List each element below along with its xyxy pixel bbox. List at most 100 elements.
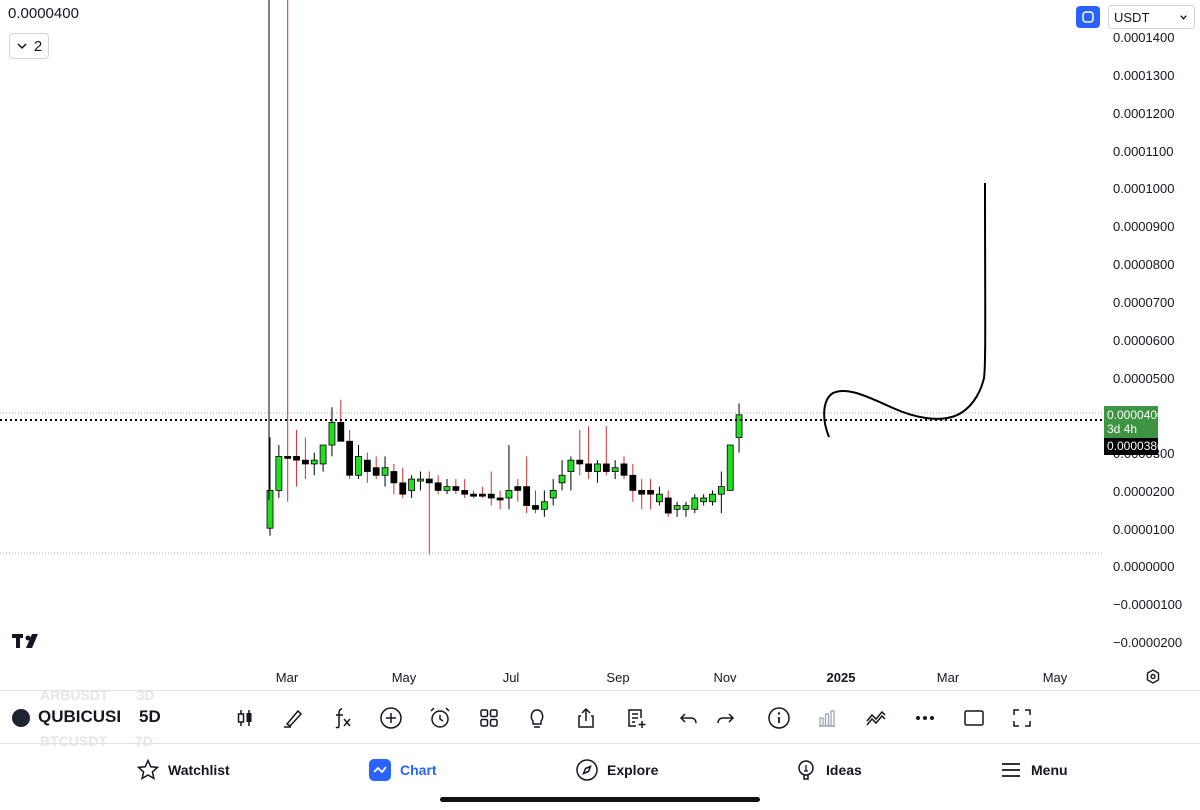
candle-body [585,463,592,472]
candle-body [363,459,371,472]
time-tick-label: Mar [276,670,299,685]
compare-button[interactable] [861,703,891,733]
alert-button[interactable] [425,703,455,733]
compass-icon [576,759,598,781]
price-tick-label: 0.0001400 [1113,30,1174,45]
candle-body [682,505,690,510]
share-button[interactable] [571,703,601,733]
symbol-name[interactable]: QUBICUSDT [38,707,120,726]
drawing-tools-button[interactable] [278,703,308,733]
candle-body [540,501,548,510]
rect-icon [964,710,984,726]
info-icon [768,707,790,729]
candle-body [381,467,389,476]
bottom-nav: Watchlist Chart Explore Ideas Menu [0,748,1200,792]
chart-icon [369,759,391,781]
interval-select[interactable]: 5D [139,707,161,726]
bulb-icon [798,760,814,780]
price-tick-label: 0.0001200 [1113,106,1174,121]
ideas-button[interactable] [522,703,552,733]
watchlist-add-button[interactable] [621,703,651,733]
fx-icon [335,708,351,729]
candle-body [532,505,539,510]
candle-body [487,493,495,499]
indicators-button[interactable] [327,703,357,733]
chart-type-button[interactable] [230,703,260,733]
time-tick-label: 2025 [827,670,856,685]
undo-button[interactable] [673,703,703,733]
more-button[interactable] [910,703,940,733]
list-plus-icon [628,709,646,728]
candle-body [664,497,672,514]
add-button[interactable] [376,703,406,733]
nav-chart[interactable]: Chart [368,758,437,782]
divider [0,743,1200,744]
divider [0,690,1200,691]
candle-body [328,421,336,446]
data-window-button[interactable] [812,703,842,733]
redo-button[interactable] [711,703,741,733]
more-icon [916,716,934,720]
candle-body [594,463,601,472]
time-tick-label: Jul [503,670,520,685]
candle-body [408,478,416,491]
nav-label: Explore [607,762,659,778]
candle-body [567,459,575,472]
nav-menu[interactable]: Menu [999,758,1068,782]
plus-circle-icon [380,707,402,729]
bars-icon [819,710,835,727]
candle-body [638,489,646,495]
price-tick-label: 0.0000600 [1113,333,1174,348]
time-axis[interactable]: Mar May Jul Sep Nov 2025 Mar May [276,670,1068,685]
layout-button[interactable] [474,703,504,733]
chevron-down-icon [17,43,27,50]
candle-body [700,497,708,503]
countdown-value: 3d 4h [1107,422,1138,436]
nav-ideas[interactable]: Ideas [794,758,862,782]
fullscreen-button[interactable] [1007,703,1037,733]
candle-body [496,497,504,501]
currency-value: USDT [1114,9,1150,25]
price-tick-label: 0.0000800 [1113,257,1174,272]
candle-body [470,493,477,497]
candle-body [647,489,654,495]
candle-body [602,463,610,472]
candle-body [611,467,619,472]
time-tick-label: Nov [713,670,737,685]
ghost-symbol-above: ARBUSDT 3D [40,687,155,703]
candle-body [673,505,681,510]
tradingview-logo-icon [12,634,38,648]
share-icon [578,707,594,728]
info-button[interactable] [764,703,794,733]
hamburger-icon [1002,763,1020,777]
price-tick-label: 0.0000700 [1113,295,1174,310]
nav-label: Menu [1031,762,1068,778]
currency-select[interactable]: USDT [1108,5,1195,29]
hand-drawn-projection [823,182,987,438]
nav-label: Ideas [826,762,862,778]
last-price-label: 0.0000400 [8,5,79,22]
price-axis[interactable]: 0.0001400 0.0001300 0.0001200 0.0001100 0.00… [1113,30,1182,650]
candle-body [443,486,451,491]
candle-body [691,497,699,510]
ghost-symbol-below: BTCUSDT 7D [40,733,153,749]
price-tick-label: 0.0000500 [1113,371,1174,386]
nav-watchlist[interactable]: Watchlist [136,758,230,782]
candles-group [266,0,743,555]
price-tick-label: −0.0000200 [1113,635,1182,650]
candle-body [656,493,663,503]
settings-gear-icon[interactable] [1144,668,1162,686]
time-tick-label: Mar [937,670,960,685]
nav-label: Watchlist [168,762,230,778]
candle-body [523,486,531,506]
indicators-toggle-button[interactable]: 2 [9,33,49,59]
sync-button[interactable] [1076,6,1100,28]
brush-icon [284,709,303,728]
price-chart[interactable]: 0.0001400 0.0001300 0.0001200 0.0001100 0.00… [0,0,1200,690]
nav-explore[interactable]: Explore [575,758,658,782]
candle-body [558,474,566,484]
candle-body [417,478,424,482]
price-tick-label: 0.0001100 [1113,144,1174,159]
layout-rect-button[interactable] [959,703,989,733]
